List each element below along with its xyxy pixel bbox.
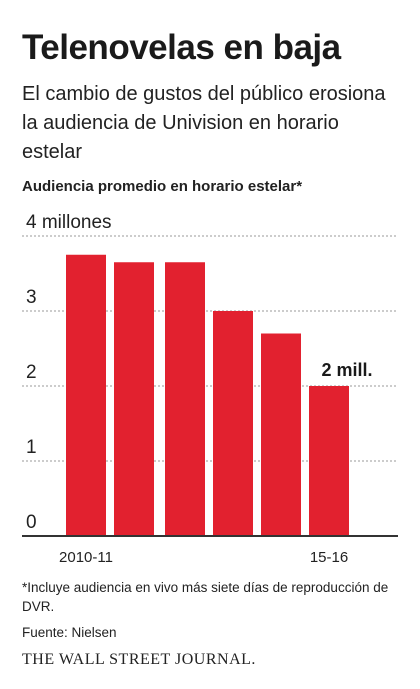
source-note: Fuente: Nielsen xyxy=(22,625,117,640)
y-tick-label: 4 millones xyxy=(26,212,112,233)
bar xyxy=(213,311,253,536)
y-tick-label: 2 xyxy=(26,362,37,383)
x-tick-label: 2010-11 xyxy=(59,549,113,566)
y-tick-label: 3 xyxy=(26,287,37,308)
x-tick-label: 15-16 xyxy=(310,549,348,566)
y-axis-title: Audiencia promedio en horario estelar* xyxy=(22,178,303,195)
bar xyxy=(309,386,349,536)
y-tick-label: 1 xyxy=(26,437,37,458)
bar-chart: 0 1 2 3 4 millones 2010-11 15-16 2 mill. xyxy=(22,212,398,566)
bar xyxy=(165,262,205,536)
value-annotation: 2 mill. xyxy=(321,360,372,380)
bar xyxy=(114,262,154,536)
publisher-logo: THE WALL STREET JOURNAL. xyxy=(22,651,256,668)
footnote: *Incluye audiencia en vivo más siete día… xyxy=(22,580,389,614)
chart-title: Telenovelas en baja xyxy=(22,28,341,67)
bar xyxy=(66,254,106,536)
bar xyxy=(261,333,301,536)
chart-subtitle: El cambio de gustos del público erosiona… xyxy=(22,83,386,163)
y-tick-label: 0 xyxy=(26,512,37,533)
